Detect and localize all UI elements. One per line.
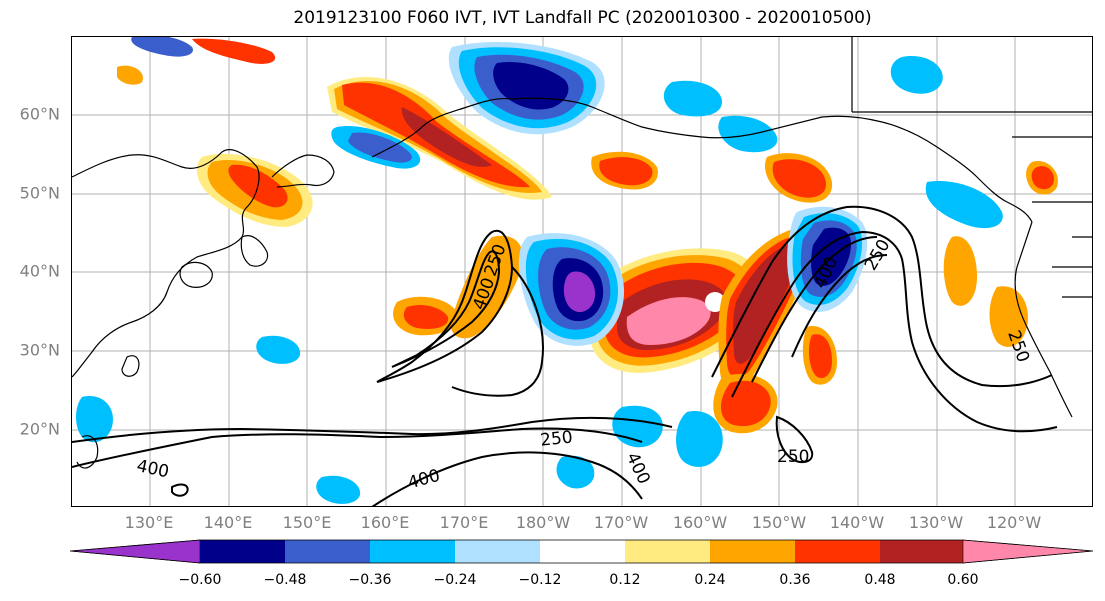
contour-label: 400 bbox=[406, 466, 443, 494]
lon-label-130w: 130°W bbox=[908, 513, 964, 532]
colorbar-tick: 0.60 bbox=[947, 572, 979, 588]
lon-label-160w: 160°W bbox=[672, 513, 728, 532]
lat-label-60n: 60°N bbox=[19, 104, 60, 124]
colorbar-tick: −0.12 bbox=[518, 572, 562, 588]
colorbar-tick: −0.24 bbox=[433, 572, 477, 588]
colorbar-tick: 0.48 bbox=[864, 572, 896, 588]
colorbar-tick: −0.48 bbox=[263, 572, 307, 588]
colorbar-segment bbox=[70, 539, 201, 564]
contour-label: 250 bbox=[539, 427, 573, 450]
coastlines bbox=[72, 37, 1092, 469]
contour-label: 250 bbox=[777, 447, 809, 467]
colorbar-segment bbox=[710, 540, 795, 563]
colorbar-segment bbox=[962, 539, 1094, 564]
contour-label: 400 bbox=[135, 456, 171, 482]
colorbar-tick: −0.36 bbox=[348, 572, 392, 588]
contour-label: 250 bbox=[1003, 328, 1033, 365]
lon-label-170w: 170°W bbox=[593, 513, 649, 532]
colorbar-outline bbox=[70, 539, 1094, 564]
map-canvas: 250 400 400 250 400 400 250 250 400 250 bbox=[72, 37, 1092, 506]
colorbar bbox=[70, 539, 1094, 564]
colorbar-segment bbox=[285, 540, 370, 563]
lon-label-140w: 140°W bbox=[829, 513, 885, 532]
map-title: 2019123100 F060 IVT, IVT Landfall PC (20… bbox=[293, 8, 872, 28]
colorbar-tick: 0.12 bbox=[609, 572, 641, 588]
colorbar-segment bbox=[200, 540, 285, 563]
lon-label-160e: 160°E bbox=[360, 513, 410, 532]
colorbar-segment bbox=[625, 540, 710, 563]
lon-label-180w: 180°W bbox=[515, 513, 571, 532]
lat-label-30n: 30°N bbox=[19, 340, 60, 360]
lon-label-120w: 120°W bbox=[986, 513, 1042, 532]
colorbar-segment bbox=[455, 540, 540, 563]
colorbar-segment bbox=[540, 540, 625, 563]
lat-label-50n: 50°N bbox=[19, 183, 60, 203]
colorbar-tick: 0.24 bbox=[694, 572, 726, 588]
colorbar-segment bbox=[795, 540, 880, 563]
positive-ivt-anomalies bbox=[117, 38, 1058, 434]
lat-label-20n: 20°N bbox=[19, 419, 60, 439]
lon-label-140e: 140°E bbox=[203, 513, 253, 532]
lon-label-130e: 130°E bbox=[124, 513, 174, 532]
ivt-contours bbox=[72, 205, 1058, 506]
colorbar-segment bbox=[880, 540, 963, 563]
lon-label-150w: 150°W bbox=[751, 513, 807, 532]
map-panel: 250 400 400 250 400 400 250 250 400 250 bbox=[71, 36, 1093, 507]
lon-label-170e: 170°E bbox=[439, 513, 489, 532]
colorbar-tick: 0.36 bbox=[779, 572, 811, 588]
lon-label-150e: 150°E bbox=[282, 513, 332, 532]
lat-label-40n: 40°N bbox=[19, 261, 60, 281]
colorbar-tick: −0.60 bbox=[178, 572, 222, 588]
colorbar-segment bbox=[370, 540, 455, 563]
